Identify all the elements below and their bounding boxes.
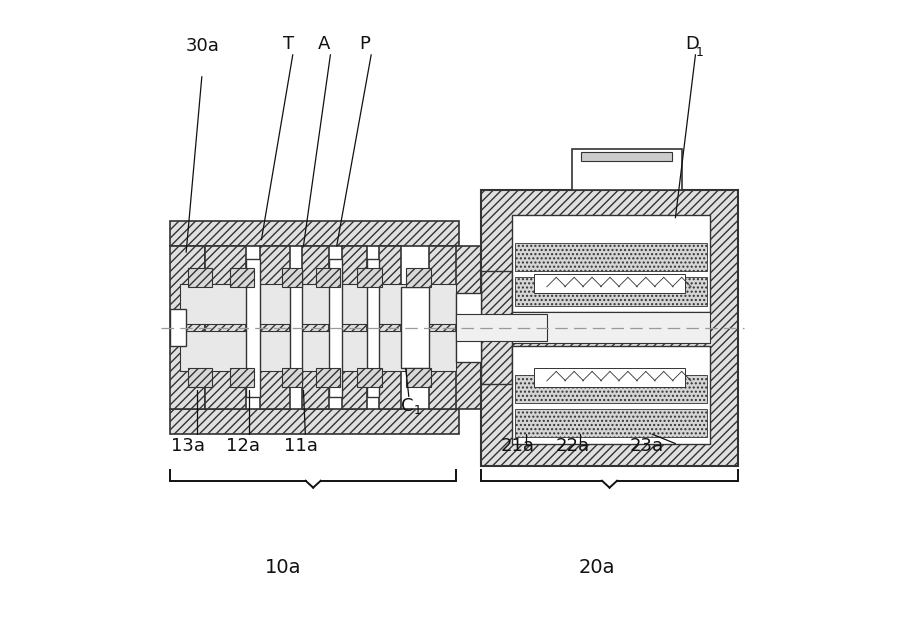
Bar [429, 246, 457, 409]
Bar [515, 277, 707, 306]
Bar [171, 409, 459, 434]
Bar [171, 309, 186, 346]
Bar [282, 268, 302, 287]
Text: 10a: 10a [265, 558, 302, 576]
Bar [379, 246, 400, 409]
Text: 21a: 21a [500, 437, 534, 455]
Bar [534, 274, 685, 293]
Bar [581, 152, 672, 161]
Bar [456, 246, 481, 409]
Bar [481, 271, 512, 384]
Bar [282, 369, 302, 387]
Bar [515, 243, 707, 271]
Bar [171, 221, 459, 246]
Bar [357, 369, 383, 387]
Bar [572, 149, 682, 190]
Text: 13a: 13a [171, 437, 205, 455]
Text: 11a: 11a [284, 437, 318, 455]
Bar [302, 246, 329, 409]
Text: T: T [283, 35, 294, 53]
Text: 30a: 30a [186, 37, 220, 55]
Bar [515, 409, 707, 437]
Bar [205, 246, 246, 409]
Bar [316, 268, 340, 287]
Text: 20a: 20a [578, 558, 615, 576]
Bar [515, 375, 707, 403]
Bar [188, 268, 212, 287]
Bar [230, 369, 254, 387]
Bar [534, 369, 685, 387]
Text: 1: 1 [413, 404, 421, 417]
Bar [329, 258, 342, 396]
Bar [456, 293, 481, 362]
Bar [180, 284, 456, 324]
Bar [456, 314, 547, 341]
Bar [342, 246, 367, 409]
Bar [406, 369, 431, 387]
Bar [481, 190, 738, 466]
Bar [512, 312, 710, 343]
Bar [512, 346, 710, 444]
Text: 12a: 12a [226, 437, 260, 455]
Text: 22a: 22a [556, 437, 590, 455]
Bar [260, 246, 290, 409]
Bar [290, 271, 302, 384]
Bar [316, 369, 340, 387]
Bar [357, 268, 383, 287]
Bar [188, 369, 212, 387]
Bar [230, 268, 254, 287]
Bar [367, 258, 379, 396]
Text: P: P [360, 35, 370, 53]
Bar [400, 287, 429, 369]
Text: 23a: 23a [630, 437, 665, 455]
Text: D: D [685, 35, 699, 53]
Text: C: C [401, 396, 414, 415]
Bar [180, 331, 456, 372]
Text: A: A [318, 35, 330, 53]
Bar [406, 268, 431, 287]
Bar [246, 258, 260, 396]
Text: 1: 1 [696, 46, 704, 59]
Bar [512, 215, 710, 312]
Bar [171, 246, 205, 409]
